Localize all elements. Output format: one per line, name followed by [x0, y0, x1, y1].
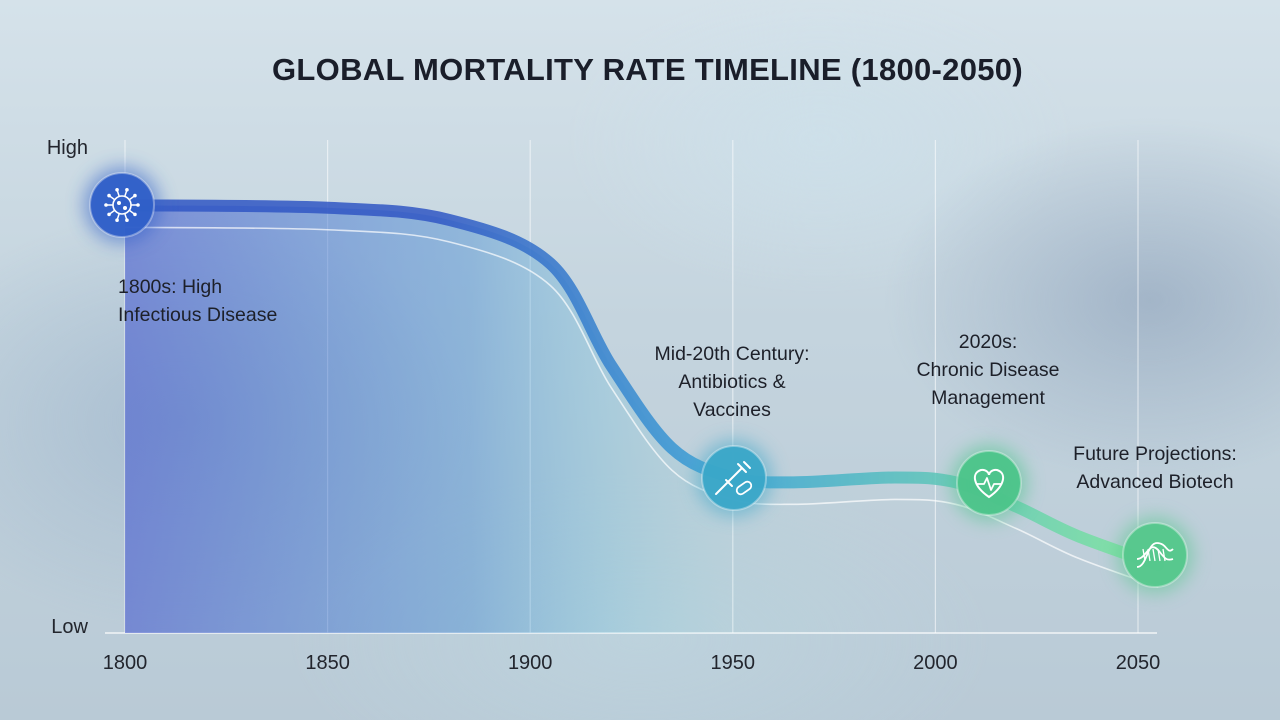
- milestone-label-line: Management: [931, 387, 1045, 409]
- milestone-label-line: Vaccines: [693, 399, 771, 421]
- y-tick-label: Low: [51, 616, 88, 638]
- x-tick-label: 1900: [508, 652, 553, 674]
- milestone-label-line: Future Projections:: [1073, 443, 1237, 465]
- milestone-label-line: Chronic Disease: [916, 359, 1059, 381]
- milestone-label: 1800s: High Infectious Disease: [118, 276, 277, 326]
- marker-circle: [702, 446, 766, 510]
- marker-circle: [1123, 523, 1187, 587]
- milestone-label: 2020s: Chronic Disease Management: [916, 331, 1059, 409]
- virus-icon: [104, 187, 140, 223]
- dna-icon: [1136, 542, 1174, 568]
- milestone-label-line: 2020s:: [959, 331, 1018, 353]
- x-tick-label: 2000: [913, 652, 958, 674]
- area-fill: [125, 205, 895, 633]
- milestone-label-line: Mid-20th Century:: [655, 343, 810, 365]
- x-tick-label: 1800: [103, 652, 148, 674]
- chart-title: GLOBAL MORTALITY RATE TIMELINE (1800-205…: [272, 52, 1023, 87]
- heart-pulse-icon: [973, 468, 1005, 499]
- milestone-label-line: 1800s: High: [118, 276, 222, 298]
- milestone-label-line: Antibiotics &: [678, 371, 785, 393]
- milestone-marker: [1117, 517, 1193, 593]
- x-tick-label: 2050: [1116, 652, 1161, 674]
- x-tick-label: 1950: [711, 652, 756, 674]
- x-tick-label: 1850: [305, 652, 350, 674]
- milestone-marker: [951, 445, 1027, 521]
- milestone-marker: [696, 440, 772, 516]
- series-echo-line: [124, 226, 1159, 588]
- syringe-pill-icon: [715, 461, 753, 496]
- milestone-label-line: Advanced Biotech: [1076, 471, 1233, 493]
- milestone-label: Future Projections: Advanced Biotech: [1073, 443, 1237, 493]
- y-tick-label: High: [47, 137, 88, 159]
- milestone-marker: [84, 167, 160, 243]
- milestone-label: Mid-20th Century: Antibiotics & Vaccines: [655, 343, 810, 421]
- marker-circle: [90, 173, 154, 237]
- milestone-label-line: Infectious Disease: [118, 304, 277, 326]
